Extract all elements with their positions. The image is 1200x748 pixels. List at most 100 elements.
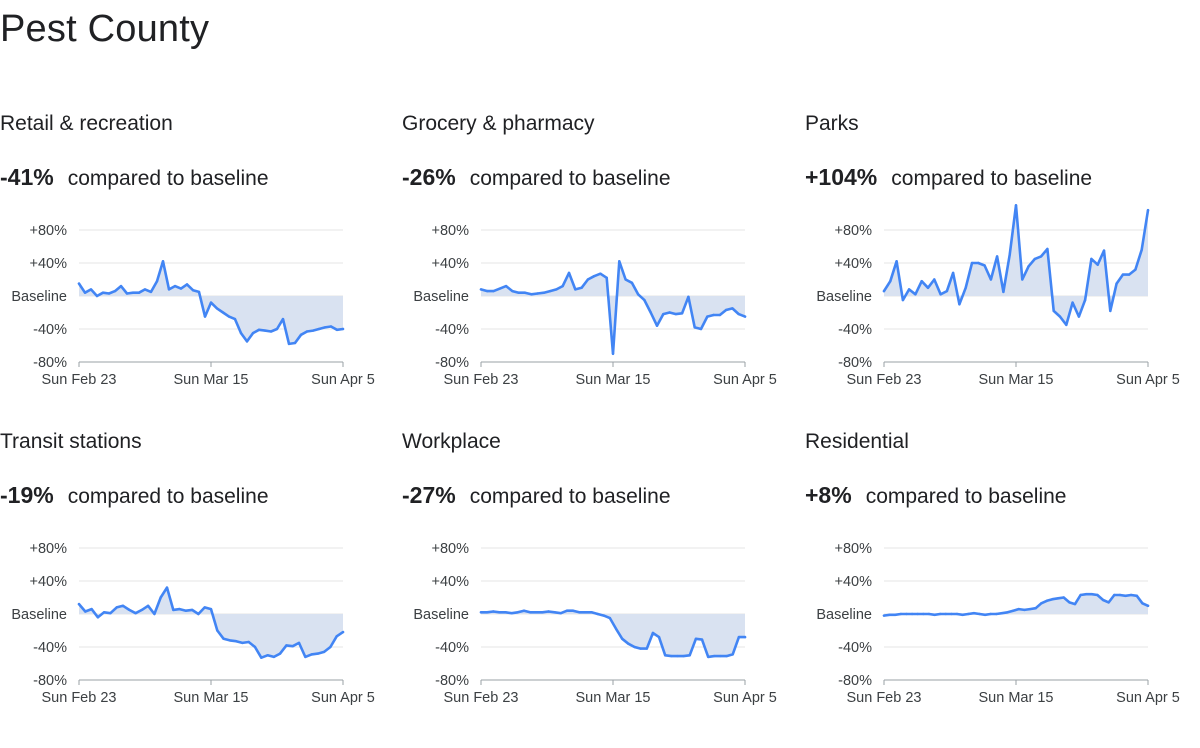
- data-point: [995, 612, 998, 616]
- data-point: [724, 308, 728, 312]
- data-point: [322, 650, 326, 654]
- data-point: [143, 288, 147, 291]
- data-point: [341, 630, 345, 634]
- data-point: [542, 291, 546, 294]
- data-point: [173, 284, 177, 288]
- panel-title: Grocery & pharmacy: [402, 112, 595, 135]
- data-point: [239, 331, 243, 335]
- data-point: [688, 654, 691, 657]
- data-point: [1107, 601, 1110, 604]
- data-point: [592, 275, 596, 278]
- data-point: [964, 286, 967, 289]
- data-point: [743, 315, 747, 318]
- data-point: [888, 613, 891, 616]
- data-point: [916, 612, 919, 616]
- data-point: [670, 654, 673, 658]
- data-point: [920, 280, 923, 283]
- data-point: [222, 637, 225, 640]
- data-point: [586, 278, 590, 281]
- data-point: [486, 289, 489, 293]
- headline: +8% compared to baseline: [805, 482, 1066, 509]
- data-point: [694, 637, 698, 640]
- data-point: [1014, 204, 1018, 207]
- data-point: [335, 328, 339, 331]
- data-point: [590, 611, 593, 614]
- data-point: [611, 352, 615, 355]
- data-point: [335, 635, 338, 638]
- data-point: [914, 293, 917, 296]
- page-title: Pest County: [0, 8, 210, 50]
- data-point: [1121, 273, 1125, 276]
- data-point: [1046, 247, 1049, 251]
- data-point: [269, 330, 273, 333]
- data-point: [266, 654, 269, 657]
- data-point: [109, 612, 112, 615]
- line-chart: +80% +40% Baseline -40% -80%Sun Feb 23 Sun Ma…: [11, 223, 374, 388]
- data-point: [712, 313, 715, 317]
- data-point: [743, 635, 747, 639]
- data-point: [77, 282, 81, 285]
- data-point: [548, 289, 552, 293]
- data-point: [614, 627, 618, 631]
- data-point: [479, 611, 483, 614]
- percent-change: -27%: [402, 482, 456, 508]
- y-tick-label: -80%: [838, 355, 872, 371]
- data-point: [1062, 596, 1065, 599]
- data-point: [1034, 607, 1037, 610]
- data-point: [945, 289, 949, 293]
- data-point: [713, 654, 716, 658]
- y-tick-label: Baseline: [413, 607, 469, 623]
- data-point: [700, 638, 704, 641]
- x-tick-label: Sun Feb 23: [444, 372, 519, 388]
- data-point: [674, 312, 678, 316]
- baseline-difference-area: [481, 610, 745, 657]
- data-point: [608, 616, 612, 620]
- data-point: [1077, 315, 1081, 318]
- y-tick-label: -80%: [838, 673, 872, 689]
- x-tick-label: Sun Mar 15: [174, 372, 249, 388]
- data-point: [989, 278, 993, 281]
- data-point: [329, 325, 333, 328]
- data-point: [178, 607, 181, 611]
- data-point: [305, 330, 309, 333]
- y-tick-label: -80%: [33, 355, 67, 371]
- data-point: [668, 311, 671, 314]
- data-point: [498, 611, 501, 614]
- data-point: [1079, 593, 1082, 597]
- panel-title: Retail & recreation: [0, 112, 173, 135]
- data-point: [522, 609, 526, 612]
- data-point: [565, 609, 569, 612]
- data-point: [203, 606, 206, 609]
- data-point: [510, 612, 513, 615]
- y-tick-label: Baseline: [816, 289, 872, 305]
- data-point: [621, 637, 624, 640]
- data-point: [1124, 594, 1127, 597]
- y-tick-label: +80%: [835, 541, 873, 557]
- data-point: [958, 303, 961, 306]
- data-point: [719, 654, 722, 658]
- data-point: [311, 329, 315, 332]
- data-point: [1101, 598, 1105, 602]
- data-point: [899, 612, 903, 616]
- data-point: [1113, 593, 1116, 597]
- data-point: [1090, 257, 1093, 261]
- data-point: [1141, 602, 1144, 605]
- panel-grocery: Grocery & pharmacy -26% compared to baseli…: [402, 112, 802, 430]
- x-tick-label: Sun Apr 5: [1116, 690, 1180, 706]
- data-point: [185, 283, 189, 286]
- data-point: [293, 341, 297, 345]
- data-point: [950, 612, 953, 616]
- data-point: [961, 613, 964, 616]
- data-point: [233, 317, 237, 321]
- data-point: [107, 292, 111, 295]
- data-point: [161, 260, 165, 263]
- data-point: [492, 610, 495, 613]
- compared-label: compared to baseline: [67, 167, 269, 190]
- data-point: [209, 301, 213, 304]
- percent-change: +8%: [805, 482, 852, 508]
- data-point: [172, 608, 175, 612]
- data-point: [228, 639, 232, 642]
- y-tick-label: -40%: [33, 322, 67, 338]
- data-point: [1017, 607, 1020, 611]
- data-point: [316, 652, 320, 655]
